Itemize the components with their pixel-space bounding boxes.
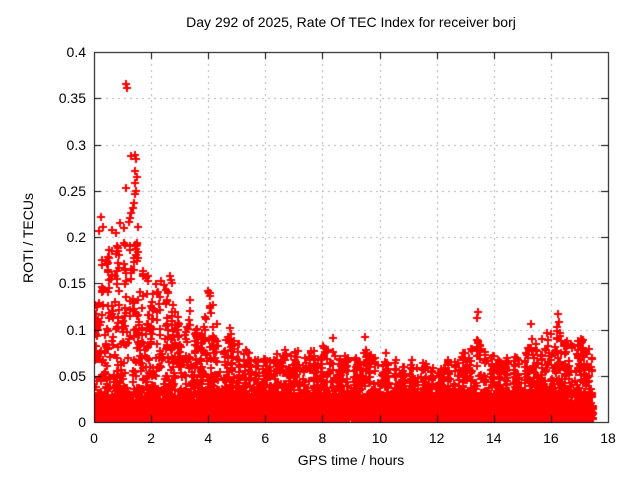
x-tick-label: 8: [318, 430, 327, 446]
y-tick-label: 0: [78, 414, 86, 430]
y-tick-label: 0.25: [58, 182, 86, 199]
x-tick-label: 2: [147, 430, 155, 446]
y-tick-label: 0.05: [58, 367, 86, 384]
x-tick-label: 4: [204, 430, 213, 446]
x-tick-label: 10: [371, 430, 388, 446]
x-tick-label: 0: [90, 430, 98, 446]
y-tick-label: 0.4: [66, 44, 86, 60]
x-tick-label: 16: [543, 430, 559, 446]
x-tick-label: 18: [600, 430, 616, 446]
y-tick-label: 0.2: [66, 229, 86, 245]
y-tick-label: 0.1: [66, 321, 86, 338]
y-tick-label: 0.15: [58, 275, 86, 292]
chart-title: Day 292 of 2025, Rate Of TEC Index for r…: [186, 14, 516, 30]
x-tick-label: 6: [261, 430, 270, 446]
y-tick-label: 0.3: [66, 136, 86, 153]
y-tick-label: 0.35: [58, 90, 86, 107]
x-tick-label: 12: [428, 430, 445, 446]
x-tick-label: 14: [485, 430, 502, 446]
x-axis-label: GPS time / hours: [297, 452, 405, 468]
